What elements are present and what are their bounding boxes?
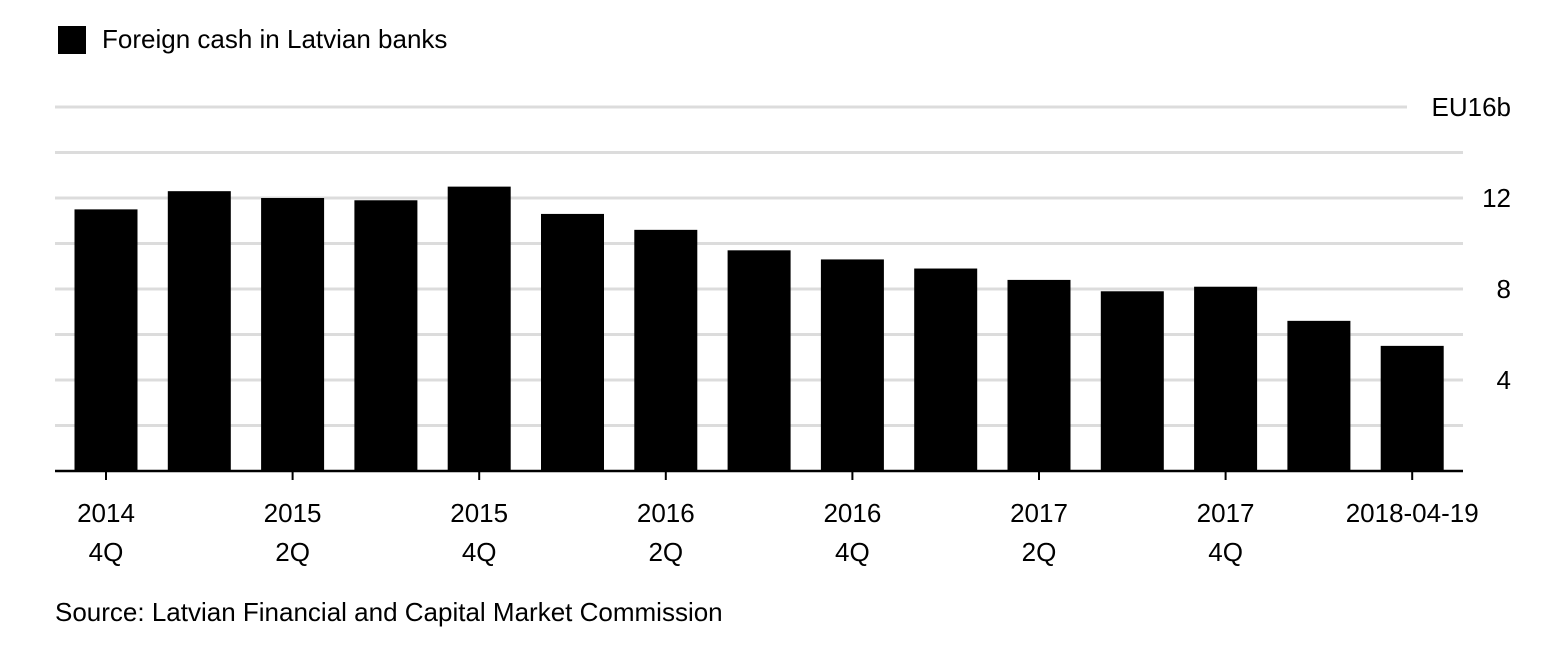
x-tick-label: 2014 [77, 498, 135, 528]
y-tick-label: 8 [1497, 274, 1511, 304]
x-tick-label: 2Q [1022, 537, 1057, 567]
bar [74, 209, 138, 471]
bar [541, 213, 604, 472]
x-tick-label: 2017 [1197, 498, 1255, 528]
x-tick-label: 4Q [462, 537, 497, 567]
x-tick-label: 2015 [450, 498, 508, 528]
bar [820, 259, 884, 471]
bar [167, 191, 231, 472]
x-tick-label: 2016 [823, 498, 881, 528]
x-tick-label: 2016 [637, 498, 695, 528]
bar [1380, 345, 1444, 471]
bar [1007, 279, 1071, 471]
legend: Foreign cash in Latvian banks [58, 24, 447, 55]
bar [634, 229, 698, 471]
x-tick-label: 2Q [275, 537, 310, 567]
y-axis-tick-labels: 4 8 12 EU16b [1432, 92, 1512, 395]
bar [727, 250, 791, 471]
x-tick-label: 4Q [835, 537, 870, 567]
bar [354, 200, 418, 471]
bar [447, 186, 511, 471]
bar [1287, 320, 1351, 471]
legend-swatch [58, 25, 86, 54]
source-note: Source: Latvian Financial and Capital Ma… [55, 597, 723, 627]
x-tick-label: 2018-04-19 [1346, 498, 1479, 528]
legend-label: Foreign cash in Latvian banks [102, 24, 448, 54]
bar [1194, 286, 1258, 471]
bar [261, 198, 325, 471]
x-tick-label: 2015 [264, 498, 322, 528]
x-tick-label: 2017 [1010, 498, 1068, 528]
bar [914, 268, 978, 471]
x-axis: 2014 4Q 2015 2Q 2015 4Q 2016 2Q 2016 4Q 2017 2Q 2017… [55, 469, 1479, 567]
x-tick-label: 4Q [89, 537, 124, 567]
y-tick-label: 4 [1497, 365, 1511, 395]
bar [1100, 291, 1164, 471]
x-tick-label: 4Q [1208, 537, 1243, 567]
y-tick-label: EU16b [1432, 92, 1512, 122]
bars [74, 186, 1444, 472]
x-tick-label: 2Q [648, 537, 683, 567]
y-tick-label: 12 [1482, 183, 1511, 213]
